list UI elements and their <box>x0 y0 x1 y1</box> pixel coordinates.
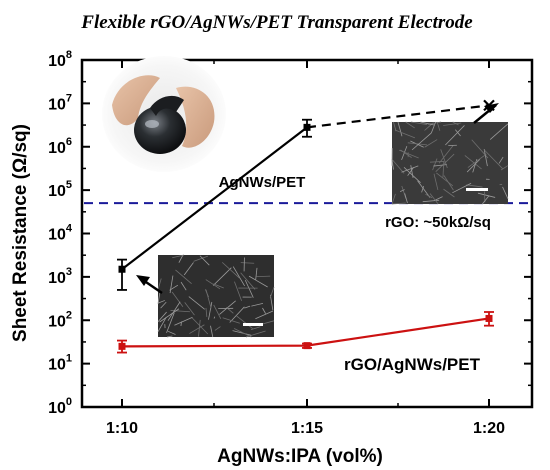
y-tick-label: 104 <box>48 223 73 244</box>
flexible-electrode-photo <box>102 56 226 172</box>
y-tick-label: 106 <box>48 136 72 157</box>
x-tick-label: 1:15 <box>291 420 323 437</box>
y-axis-label: Sheet Resistance (Ω/sq) <box>10 124 31 342</box>
y-tick-label: 101 <box>48 353 72 374</box>
x-axis: 1:10 1:15 1:20 <box>106 60 505 437</box>
sem-image-inset-bottom <box>157 254 275 338</box>
series-group <box>117 99 495 354</box>
data-point-x-marker <box>483 99 495 112</box>
series-line-dashed-agnws-pet <box>306 104 490 129</box>
series-label-agnws-pet: AgNWs/PET <box>219 174 306 191</box>
y-tick-label: 102 <box>48 309 72 330</box>
y-tick-label: 100 <box>48 396 72 417</box>
x-axis-label: AgNWs:IPA (vol%) <box>217 446 383 467</box>
data-point <box>485 314 493 322</box>
series-line-agnws-pet <box>121 126 308 271</box>
arrow-to-bottom-inset <box>136 275 163 295</box>
data-point <box>303 123 311 131</box>
sem-image-inset-top <box>391 121 509 205</box>
y-tick-label: 105 <box>48 179 72 200</box>
data-point <box>118 265 126 273</box>
series-label-rgo-agnws-pet: rGO/AgNWs/PET <box>344 355 481 374</box>
chart-title: Flexible rGO/AgNWs/PET Transparent Elect… <box>80 12 473 33</box>
data-point <box>303 342 311 350</box>
y-tick-label: 107 <box>48 92 72 113</box>
scale-bar <box>466 188 488 191</box>
scale-bar <box>243 323 263 326</box>
data-point <box>118 342 126 350</box>
rgo-reference-label: rGO: ~50kΩ/sq <box>385 214 491 231</box>
x-tick-label: 1:10 <box>106 420 138 437</box>
x-tick-label: 1:20 <box>473 420 505 437</box>
y-axis: 100 101 102 103 104 105 106 107 108 <box>48 49 532 417</box>
y-tick-label: 103 <box>48 266 72 287</box>
y-tick-label: 108 <box>48 49 72 70</box>
